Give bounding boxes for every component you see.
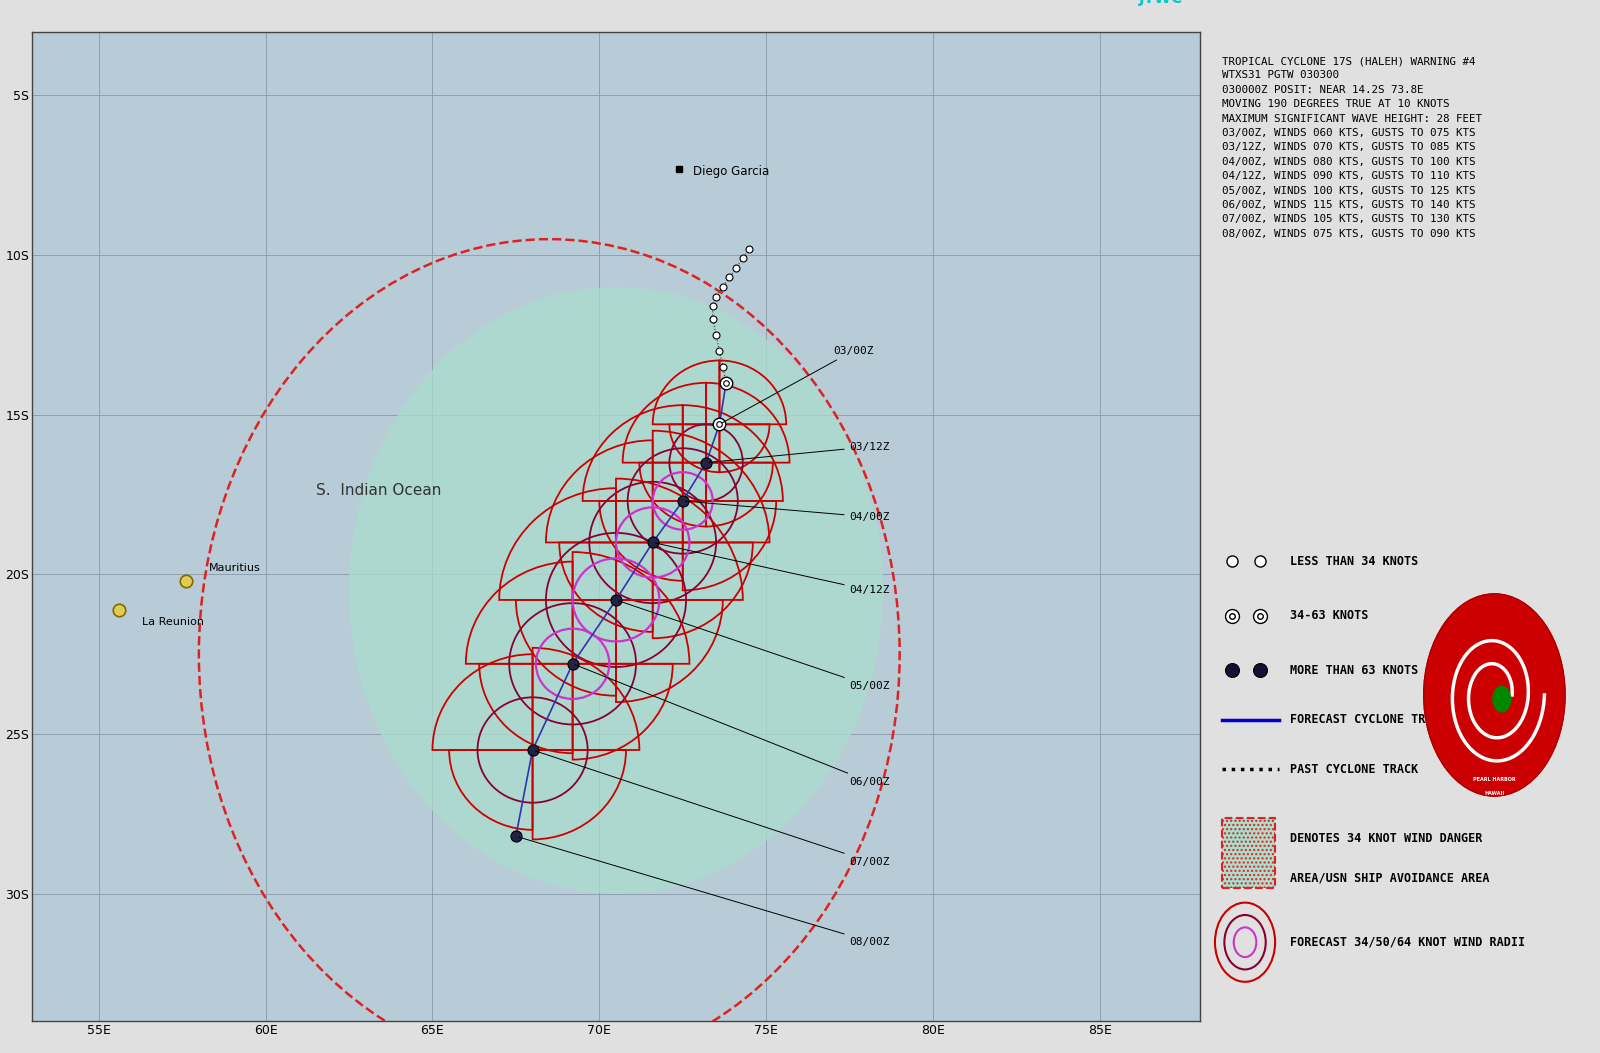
Text: MORE THAN 63 KNOTS: MORE THAN 63 KNOTS	[1290, 663, 1419, 676]
Text: Diego Garcia: Diego Garcia	[693, 165, 770, 178]
Text: S.  Indian Ocean: S. Indian Ocean	[315, 482, 442, 498]
Text: 34-63 KNOTS: 34-63 KNOTS	[1290, 609, 1368, 622]
Ellipse shape	[349, 287, 883, 894]
FancyBboxPatch shape	[1222, 818, 1275, 888]
Circle shape	[1424, 594, 1565, 796]
Text: FORECAST CYCLONE TRACK: FORECAST CYCLONE TRACK	[1290, 713, 1446, 726]
Text: PAST CYCLONE TRACK: PAST CYCLONE TRACK	[1290, 762, 1419, 775]
Text: LESS THAN 34 KNOTS: LESS THAN 34 KNOTS	[1290, 555, 1419, 568]
Text: 06/00Z: 06/00Z	[574, 664, 890, 787]
Text: TROPICAL CYCLONE 17S (HALEH) WARNING #4
WTXS31 PGTW 030300
030000Z POSIT: NEAR 1: TROPICAL CYCLONE 17S (HALEH) WARNING #4 …	[1222, 56, 1483, 239]
Text: 03/12Z: 03/12Z	[709, 441, 890, 462]
Circle shape	[1493, 687, 1510, 712]
Text: JTWC: JTWC	[1139, 0, 1184, 6]
Text: La Reunion: La Reunion	[142, 617, 205, 628]
Text: FORECAST 34/50/64 KNOT WIND RADII: FORECAST 34/50/64 KNOT WIND RADII	[1290, 936, 1525, 949]
Text: DENOTES 34 KNOT WIND DANGER: DENOTES 34 KNOT WIND DANGER	[1290, 832, 1483, 845]
Text: 07/00Z: 07/00Z	[536, 751, 890, 867]
Text: 08/00Z: 08/00Z	[518, 837, 890, 947]
Text: 03/00Z: 03/00Z	[722, 345, 874, 423]
Text: 04/00Z: 04/00Z	[685, 501, 890, 522]
Text: HAWAII: HAWAII	[1485, 792, 1504, 796]
Text: 04/12Z: 04/12Z	[656, 543, 890, 595]
Text: AREA/USN SHIP AVOIDANCE AREA: AREA/USN SHIP AVOIDANCE AREA	[1290, 872, 1490, 885]
Text: PEARL HARBOR: PEARL HARBOR	[1474, 777, 1515, 781]
Text: 05/00Z: 05/00Z	[619, 601, 890, 691]
Text: Mauritius: Mauritius	[210, 563, 261, 573]
